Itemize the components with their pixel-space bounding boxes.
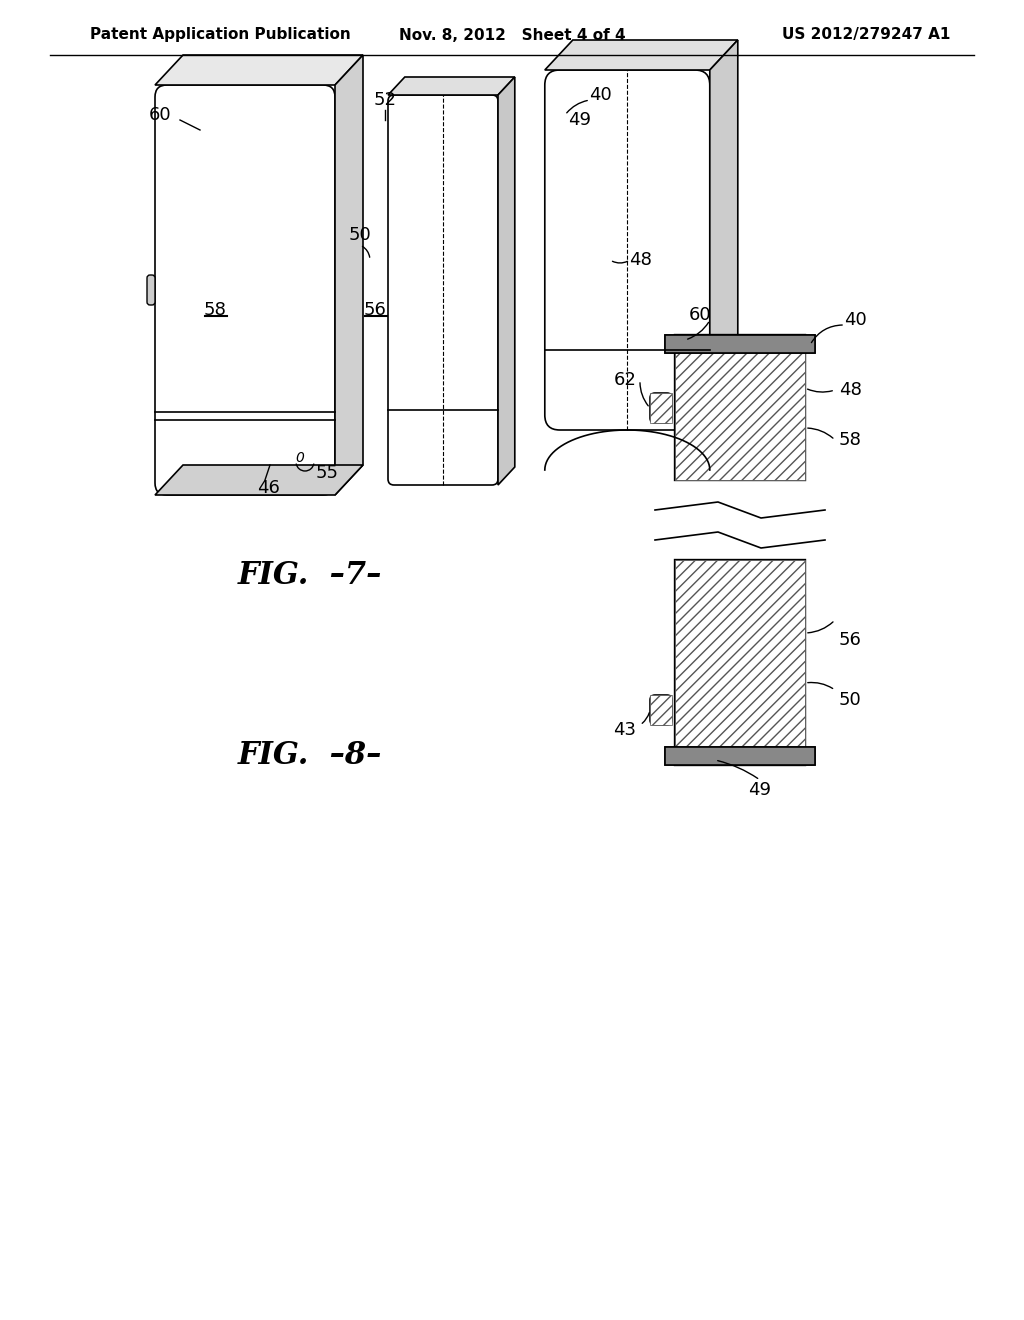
- Text: 55: 55: [315, 465, 339, 482]
- Bar: [675, 560, 805, 766]
- Bar: [665, 335, 815, 352]
- Text: 43: 43: [613, 721, 637, 739]
- FancyBboxPatch shape: [650, 393, 672, 422]
- Text: 58: 58: [204, 301, 226, 319]
- FancyBboxPatch shape: [147, 275, 155, 305]
- Polygon shape: [388, 77, 515, 95]
- Polygon shape: [155, 465, 362, 495]
- Bar: [675, 560, 805, 766]
- FancyBboxPatch shape: [388, 95, 498, 484]
- Text: FIG.  –8–: FIG. –8–: [238, 739, 382, 771]
- Text: 56: 56: [364, 301, 386, 319]
- Text: 56: 56: [839, 631, 861, 649]
- Text: 58: 58: [839, 432, 861, 449]
- FancyBboxPatch shape: [650, 696, 672, 725]
- Text: 50: 50: [839, 690, 861, 709]
- Text: 62: 62: [613, 371, 637, 389]
- Bar: [665, 747, 815, 766]
- Text: 49: 49: [749, 781, 771, 799]
- Polygon shape: [335, 55, 362, 495]
- FancyBboxPatch shape: [155, 84, 335, 495]
- Bar: [650, 393, 672, 422]
- Text: 50: 50: [348, 226, 372, 244]
- Text: 46: 46: [257, 479, 280, 498]
- Text: 48: 48: [839, 381, 861, 399]
- Text: 40: 40: [844, 312, 866, 329]
- Text: US 2012/279247 A1: US 2012/279247 A1: [781, 28, 950, 42]
- Bar: [675, 335, 805, 480]
- Polygon shape: [498, 77, 515, 484]
- Text: 48: 48: [629, 251, 651, 269]
- Text: 60: 60: [689, 306, 712, 323]
- Polygon shape: [155, 55, 362, 84]
- Text: 52: 52: [374, 91, 396, 110]
- Bar: [665, 335, 815, 352]
- Text: 0: 0: [296, 451, 304, 465]
- Bar: [675, 335, 805, 480]
- Text: 60: 60: [148, 106, 171, 124]
- Bar: [650, 696, 672, 725]
- Text: FIG.  –7–: FIG. –7–: [238, 560, 382, 590]
- Text: Nov. 8, 2012   Sheet 4 of 4: Nov. 8, 2012 Sheet 4 of 4: [398, 28, 626, 42]
- Text: Patent Application Publication: Patent Application Publication: [90, 28, 351, 42]
- Bar: [665, 747, 815, 766]
- Polygon shape: [710, 40, 738, 430]
- Text: 49: 49: [568, 111, 592, 129]
- Polygon shape: [545, 40, 738, 70]
- Text: 40: 40: [589, 86, 611, 104]
- FancyBboxPatch shape: [545, 70, 710, 430]
